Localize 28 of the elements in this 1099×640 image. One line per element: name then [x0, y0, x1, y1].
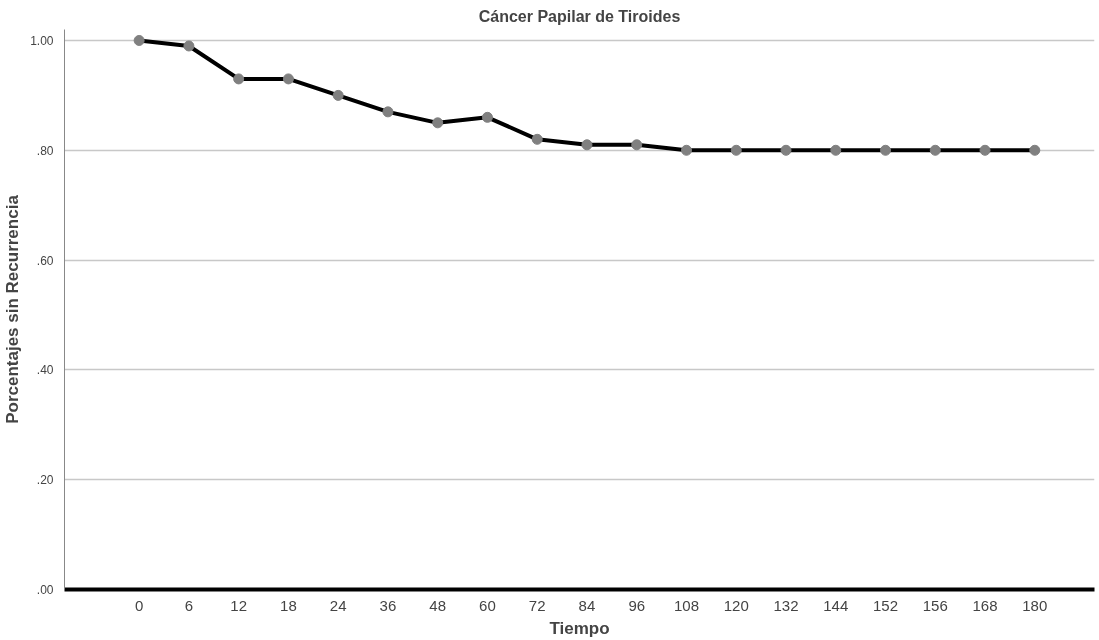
- x-tick-label: 132: [773, 596, 799, 614]
- x-tick-label: 12: [230, 596, 247, 614]
- x-tick-label: 108: [673, 596, 699, 614]
- y-tick-label: .20: [36, 473, 54, 488]
- x-tick-label: 120: [723, 596, 749, 614]
- x-tick-label: 144: [823, 596, 849, 614]
- x-tick-label: 152: [873, 596, 899, 614]
- y-tick-label: .00: [36, 583, 54, 597]
- x-tick-label: 96: [628, 596, 646, 614]
- y-tick-label: .40: [36, 363, 54, 378]
- x-tick-label: 24: [329, 596, 347, 614]
- x-tick-label: 0: [134, 596, 144, 614]
- x-tick-label: 48: [429, 596, 447, 614]
- x-tick-label: 60: [479, 596, 496, 614]
- x-tick-label: 180: [1022, 596, 1048, 614]
- chart-title: Cáncer Papilar de Tiroides: [478, 7, 681, 25]
- y-tick-label: .60: [36, 253, 54, 268]
- x-tick-label: 18: [280, 596, 297, 614]
- x-tick-label: 36: [379, 596, 397, 614]
- y-tick-label: .80: [36, 143, 54, 158]
- x-tick-label: 156: [922, 596, 948, 614]
- x-tick-label: 84: [578, 596, 596, 614]
- x-tick-label: 6: [184, 596, 194, 614]
- y-tick-label: 1.00: [30, 33, 54, 48]
- x-tick-label: 168: [972, 596, 998, 614]
- x-tick-label: 72: [528, 596, 546, 614]
- y-axis-title: Porcentajes sin Recurrencia: [3, 194, 23, 424]
- x-axis-title: Tiempo: [549, 618, 610, 638]
